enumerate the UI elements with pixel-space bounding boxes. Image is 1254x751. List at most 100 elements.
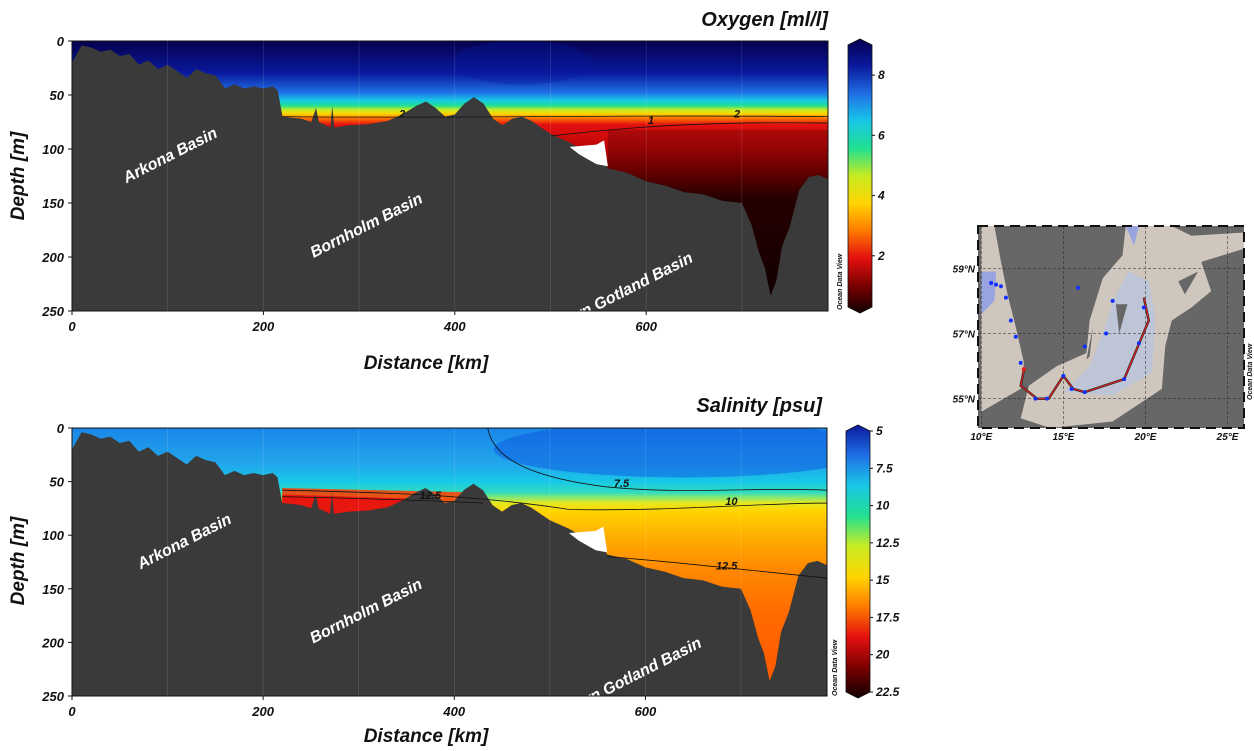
contour-label: 2	[733, 109, 740, 121]
salinity-ylabel: Depth [m]	[8, 516, 29, 605]
map-island-saaremaa	[1178, 271, 1199, 295]
contour-line-12-5-west	[282, 496, 483, 504]
x-tick-label: 200	[252, 319, 275, 334]
map-island-oland	[1086, 327, 1093, 360]
map-station	[1141, 305, 1146, 310]
oxygen-title: Oxygen [ml/l]	[701, 9, 829, 31]
map-island-gotland	[1115, 304, 1128, 334]
map-station	[1136, 341, 1141, 346]
salinity-odv-watermark: Ocean Data View	[832, 639, 839, 696]
x-tick-label: 200	[251, 704, 274, 719]
seafloor-bathymetry	[72, 432, 827, 696]
contour-label: 1	[648, 115, 654, 127]
plot-frame	[71, 427, 828, 697]
map-odv-watermark: Ocean Data View	[1247, 343, 1254, 400]
x-tick-label: 0	[68, 319, 76, 334]
map-frame	[977, 225, 1245, 429]
contour-line-7-5	[487, 428, 827, 491]
y-tick-label: 150	[42, 196, 64, 211]
contour-line-10	[282, 489, 827, 511]
x-tick-label: 400	[442, 704, 465, 719]
salinity-title: Salinity [psu]	[696, 395, 823, 417]
map-station	[989, 281, 994, 286]
x-tick-label: 0	[68, 704, 76, 719]
colorbar-tick-label: 12.5	[876, 536, 900, 550]
contour-label: 12.5	[420, 490, 442, 502]
contour-line-12-5-east	[607, 556, 827, 579]
map-station	[1044, 396, 1049, 401]
contour-label: 7.5	[614, 478, 630, 490]
station-map: 59°N 57°N 55°N 10°E 15°E 20°E 25°E Ocean Data …	[953, 225, 1254, 443]
map-lat-label: 55°N	[953, 395, 976, 406]
map-station	[1076, 285, 1081, 290]
y-tick-label: 0	[57, 421, 65, 436]
map-aland-deep	[1125, 226, 1139, 246]
x-tick-label: 600	[635, 704, 657, 719]
map-station	[1082, 390, 1087, 395]
colorbar-tick-label: 2	[877, 249, 885, 263]
contour-label: 10	[725, 496, 738, 508]
oxygen-ylabel: Depth [m]	[8, 131, 29, 220]
map-station	[1122, 377, 1127, 382]
oxygen-odv-watermark: Ocean Data View	[837, 253, 844, 310]
y-tick-label: 100	[42, 528, 64, 543]
y-tick-label: 250	[41, 689, 64, 704]
map-station	[1008, 318, 1013, 323]
map-station	[998, 284, 1003, 289]
contour-label: 2	[398, 109, 405, 121]
map-lon-label: 20°E	[1134, 432, 1157, 443]
y-tick-label: 50	[50, 475, 65, 490]
y-tick-label: 250	[41, 304, 64, 319]
salinity-fresh-patch	[493, 428, 827, 478]
map-station	[1013, 334, 1018, 339]
map-station	[1082, 344, 1087, 349]
map-station	[1061, 373, 1066, 378]
salinity-panel: Salinity [psu] Depth [m] Distance [km] 7…	[8, 395, 900, 747]
y-tick-label: 100	[42, 142, 64, 157]
map-lon-label: 15°E	[1052, 432, 1074, 443]
map-station	[1069, 386, 1074, 391]
y-tick-label: 50	[50, 88, 65, 103]
y-tick-label: 200	[41, 635, 64, 650]
map-lat-label: 57°N	[953, 330, 976, 341]
colorbar-tick-label: 4	[877, 189, 885, 203]
oxygen-surface-patch	[451, 41, 592, 85]
colorbar	[847, 38, 873, 314]
colorbar	[845, 424, 871, 699]
map-lon-label: 10°E	[970, 432, 992, 443]
map-lon-label: 25°E	[1216, 432, 1239, 443]
map-lat-label: 59°N	[953, 264, 976, 275]
oxygen-xlabel: Distance [km]	[364, 353, 489, 374]
no-data-gap	[569, 140, 608, 167]
y-tick-label: 0	[57, 34, 65, 49]
map-station	[1018, 360, 1023, 365]
colorbar-tick-label: 22.5	[875, 685, 900, 699]
map-track-start	[1021, 367, 1027, 372]
plot-frame	[71, 40, 829, 312]
colorbar-tick-label: 7.5	[876, 461, 893, 475]
y-tick-label: 200	[41, 250, 64, 265]
map-station	[1003, 295, 1008, 300]
colorbar-tick-label: 6	[878, 128, 885, 142]
map-station	[1033, 396, 1038, 401]
map-station	[994, 282, 999, 287]
x-tick-label: 400	[443, 319, 466, 334]
colorbar-tick-label: 5	[876, 424, 883, 438]
seafloor-bathymetry	[72, 45, 828, 311]
colorbar-tick-label: 10	[876, 499, 890, 513]
y-tick-label: 150	[42, 582, 64, 597]
colorbar-tick-label: 15	[876, 573, 890, 587]
colorbar-tick-label: 8	[878, 68, 885, 82]
contour-line-2	[282, 115, 828, 118]
oxygen-panel: Oxygen [ml/l] Depth [m] Distance [km] 2 1…	[8, 9, 885, 374]
colorbar-tick-label: 20	[875, 648, 890, 662]
no-data-gap	[568, 526, 608, 553]
map-station	[1110, 298, 1115, 303]
contour-line-1	[550, 122, 828, 137]
x-tick-label: 600	[635, 319, 657, 334]
colorbar-tick-label: 17.5	[876, 610, 900, 624]
map-station	[1104, 331, 1109, 336]
contour-label: 12.5	[716, 561, 738, 573]
salinity-xlabel: Distance [km]	[364, 726, 489, 747]
